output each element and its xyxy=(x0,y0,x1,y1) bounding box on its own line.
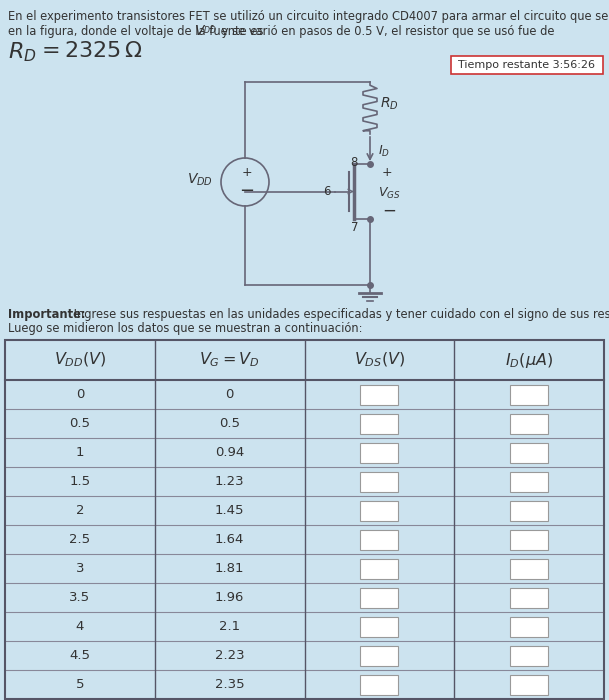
Text: 0.5: 0.5 xyxy=(69,417,90,430)
Text: 2: 2 xyxy=(76,504,84,517)
Text: $V_{GS}$: $V_{GS}$ xyxy=(378,186,401,201)
Text: 2.35: 2.35 xyxy=(215,678,244,691)
Text: 2.5: 2.5 xyxy=(69,533,91,546)
Text: +: + xyxy=(382,165,393,178)
Bar xyxy=(510,472,548,491)
Bar xyxy=(361,529,398,550)
Text: 4.5: 4.5 xyxy=(69,649,90,662)
Text: $I_D$: $I_D$ xyxy=(378,144,390,158)
Text: 8: 8 xyxy=(351,155,358,169)
Text: $V_{DD}$: $V_{DD}$ xyxy=(187,172,213,188)
Text: $V$: $V$ xyxy=(194,24,206,38)
Bar xyxy=(361,472,398,491)
Text: 2.1: 2.1 xyxy=(219,620,240,633)
Text: En el experimento transistores FET se utilizó un circuito integrado CD4007 para : En el experimento transistores FET se ut… xyxy=(8,10,609,23)
Text: $V_{DS}(V)$: $V_{DS}(V)$ xyxy=(354,351,405,369)
Bar xyxy=(510,529,548,550)
Text: 0.94: 0.94 xyxy=(215,446,244,459)
Text: 4: 4 xyxy=(76,620,84,633)
Text: 1.81: 1.81 xyxy=(215,562,244,575)
Text: $I_D(\mu A)$: $I_D(\mu A)$ xyxy=(505,351,553,370)
Text: 0: 0 xyxy=(76,388,84,401)
Bar xyxy=(361,500,398,521)
Bar xyxy=(5,340,604,699)
Bar xyxy=(510,414,548,433)
Bar xyxy=(361,442,398,463)
Bar xyxy=(361,414,398,433)
Text: $_{DD}$: $_{DD}$ xyxy=(203,25,217,37)
Text: −: − xyxy=(239,182,255,200)
Bar xyxy=(510,587,548,608)
Text: 0: 0 xyxy=(225,388,234,401)
Text: Ingrese sus respuestas en las unidades especificadas y tener cuidado con el sign: Ingrese sus respuestas en las unidades e… xyxy=(70,308,609,321)
Text: Luego se midieron los datos que se muestran a continuación:: Luego se midieron los datos que se muest… xyxy=(8,322,362,335)
FancyBboxPatch shape xyxy=(451,56,603,74)
Bar xyxy=(361,617,398,636)
Text: 7: 7 xyxy=(351,221,358,234)
Bar xyxy=(361,587,398,608)
Bar xyxy=(361,384,398,405)
Text: $V_{DD}(V)$: $V_{DD}(V)$ xyxy=(54,351,106,369)
Text: 3: 3 xyxy=(76,562,84,575)
Bar xyxy=(5,340,604,699)
Bar xyxy=(361,559,398,578)
Bar xyxy=(510,384,548,405)
Text: 1.5: 1.5 xyxy=(69,475,91,488)
Text: 1.96: 1.96 xyxy=(215,591,244,604)
Text: $V_G=V_D$: $V_G=V_D$ xyxy=(199,351,260,370)
Text: 5: 5 xyxy=(76,678,84,691)
Text: $R_D$: $R_D$ xyxy=(380,96,399,112)
Bar xyxy=(510,500,548,521)
Bar xyxy=(510,442,548,463)
Text: Tiempo restante 3:56:26: Tiempo restante 3:56:26 xyxy=(459,60,596,70)
Bar xyxy=(510,617,548,636)
Text: 1.64: 1.64 xyxy=(215,533,244,546)
Bar xyxy=(510,645,548,666)
Text: $= 2325\,\Omega$: $= 2325\,\Omega$ xyxy=(37,40,143,62)
Text: 3.5: 3.5 xyxy=(69,591,91,604)
Text: 2.23: 2.23 xyxy=(215,649,244,662)
Text: +: + xyxy=(242,167,252,179)
Text: 6: 6 xyxy=(323,185,331,198)
Text: 1.45: 1.45 xyxy=(215,504,244,517)
Bar xyxy=(361,645,398,666)
Text: 1: 1 xyxy=(76,446,84,459)
Text: 1.23: 1.23 xyxy=(215,475,244,488)
Text: −: − xyxy=(382,202,396,220)
Text: y se varió en pasos de 0.5 V, el resistor que se usó fue de: y se varió en pasos de 0.5 V, el resisto… xyxy=(218,25,555,38)
Text: $R_D$: $R_D$ xyxy=(8,40,37,64)
Bar xyxy=(510,675,548,694)
Text: 0.5: 0.5 xyxy=(219,417,240,430)
Bar xyxy=(510,559,548,578)
Text: Importante:: Importante: xyxy=(8,308,85,321)
Text: en la figura, donde el voltaje de la fuente es: en la figura, donde el voltaje de la fue… xyxy=(8,25,267,38)
Bar xyxy=(361,675,398,694)
